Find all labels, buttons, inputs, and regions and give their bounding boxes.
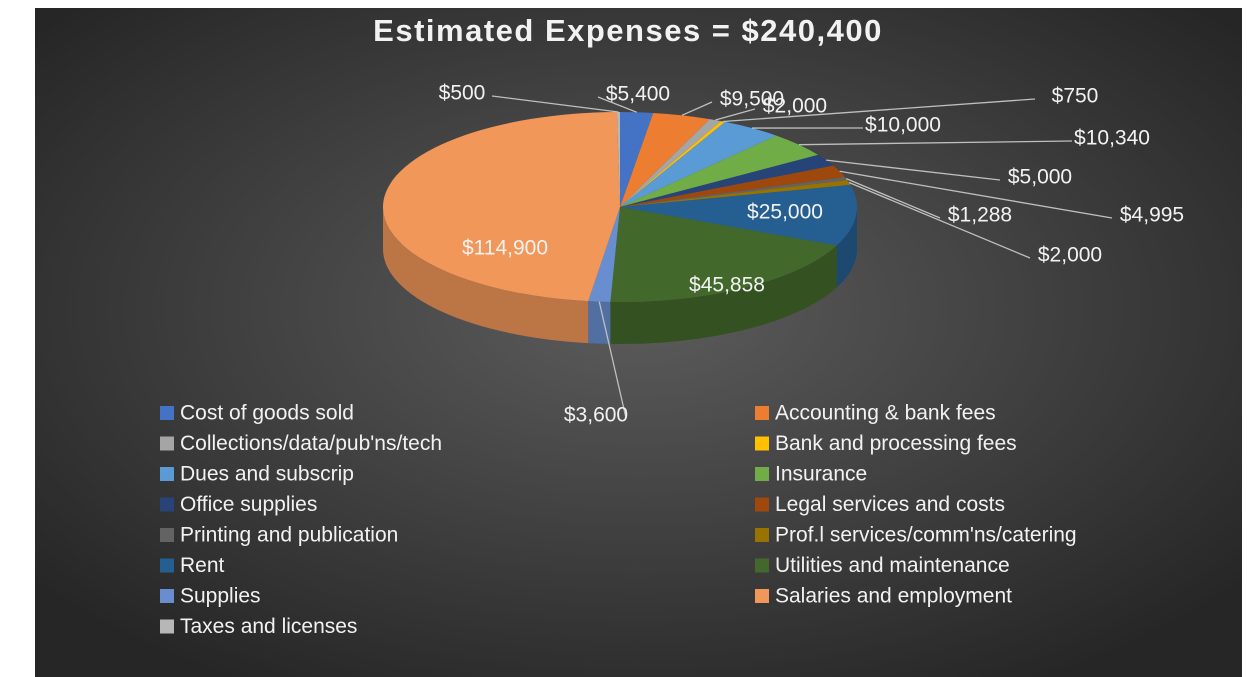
slice bbox=[620, 180, 851, 207]
slice bbox=[620, 177, 848, 207]
legend-label: Cost of goods sold bbox=[180, 402, 354, 425]
data-label: $9,500 bbox=[720, 88, 784, 111]
slice bbox=[620, 154, 834, 207]
legend-swatch bbox=[755, 497, 769, 512]
legend-swatch bbox=[755, 589, 769, 603]
leader-line bbox=[598, 301, 627, 419]
legend-label: Supplies bbox=[180, 585, 261, 608]
legend-label: Insurance bbox=[775, 463, 867, 486]
data-label: $5,000 bbox=[1008, 166, 1072, 189]
slice bbox=[610, 207, 837, 302]
slice-side bbox=[588, 301, 611, 344]
slice bbox=[620, 112, 710, 207]
slice bbox=[620, 135, 819, 207]
data-label: $3,600 bbox=[564, 404, 628, 427]
legend-swatch bbox=[160, 558, 174, 573]
slice bbox=[620, 121, 777, 207]
legend-label: Prof.l services/comm'ns/catering bbox=[775, 524, 1077, 547]
leader-line bbox=[715, 108, 756, 121]
leader-line bbox=[798, 140, 1073, 146]
leader-line bbox=[681, 101, 713, 116]
legend-swatch bbox=[755, 467, 769, 481]
data-label: $10,000 bbox=[865, 114, 941, 137]
legend-label: Utilities and maintenance bbox=[775, 554, 1010, 577]
leader-line bbox=[845, 177, 941, 219]
slice bbox=[620, 121, 726, 207]
data-label: $2,000 bbox=[1038, 244, 1102, 267]
legend-label: Bank and processing fees bbox=[775, 432, 1017, 455]
legend-swatch bbox=[755, 528, 769, 542]
data-label: $25,000 bbox=[747, 201, 823, 224]
legend-swatch bbox=[160, 436, 174, 451]
legend-label: Collections/data/pub'ns/tech bbox=[180, 432, 442, 455]
slice bbox=[620, 119, 722, 207]
leader-line bbox=[597, 96, 637, 113]
chart-title: Estimated Expenses = $240,400 bbox=[373, 13, 883, 48]
leader-line bbox=[826, 159, 1001, 181]
legend-swatch bbox=[755, 406, 769, 420]
slice-side bbox=[836, 207, 857, 288]
slice bbox=[382, 112, 620, 302]
legend-swatch bbox=[160, 528, 174, 542]
legend-label: Accounting & bank fees bbox=[775, 402, 996, 425]
legend-label: Office supplies bbox=[180, 493, 317, 516]
legend-swatch bbox=[160, 589, 174, 603]
legend-label: Dues and subscrip bbox=[180, 463, 354, 486]
legend-swatch bbox=[755, 558, 769, 573]
legend-swatch bbox=[160, 406, 174, 420]
slice bbox=[616, 112, 620, 207]
slice-side bbox=[383, 207, 589, 344]
data-label: $45,858 bbox=[689, 274, 765, 297]
leader-line bbox=[848, 181, 1031, 259]
legend-label: Legal services and costs bbox=[775, 493, 1005, 516]
slice-side bbox=[610, 245, 837, 344]
leader-line bbox=[839, 170, 1113, 219]
data-label: $750 bbox=[1052, 85, 1099, 108]
legend-label: Rent bbox=[180, 554, 225, 577]
data-label: $2,000 bbox=[763, 95, 827, 118]
legend-label: Printing and publication bbox=[180, 524, 398, 547]
data-label: $5,400 bbox=[606, 83, 670, 106]
data-label: $114,900 bbox=[462, 237, 548, 260]
data-label: $4,995 bbox=[1120, 204, 1184, 227]
data-label: $500 bbox=[439, 82, 486, 105]
slice bbox=[620, 184, 857, 246]
slice bbox=[620, 112, 654, 207]
legend-label: Taxes and licenses bbox=[180, 615, 357, 638]
legend-swatch bbox=[755, 436, 769, 451]
legend-label: Salaries and employment bbox=[775, 585, 1012, 608]
legend-swatch bbox=[160, 619, 174, 634]
slice bbox=[588, 207, 620, 302]
legend-swatch bbox=[160, 497, 174, 512]
leader-line bbox=[723, 98, 1036, 123]
data-label: $10,340 bbox=[1074, 127, 1150, 150]
slice bbox=[620, 165, 845, 207]
data-label: $1,288 bbox=[948, 204, 1012, 227]
legend-swatch bbox=[160, 467, 174, 481]
leader-line bbox=[491, 95, 619, 113]
